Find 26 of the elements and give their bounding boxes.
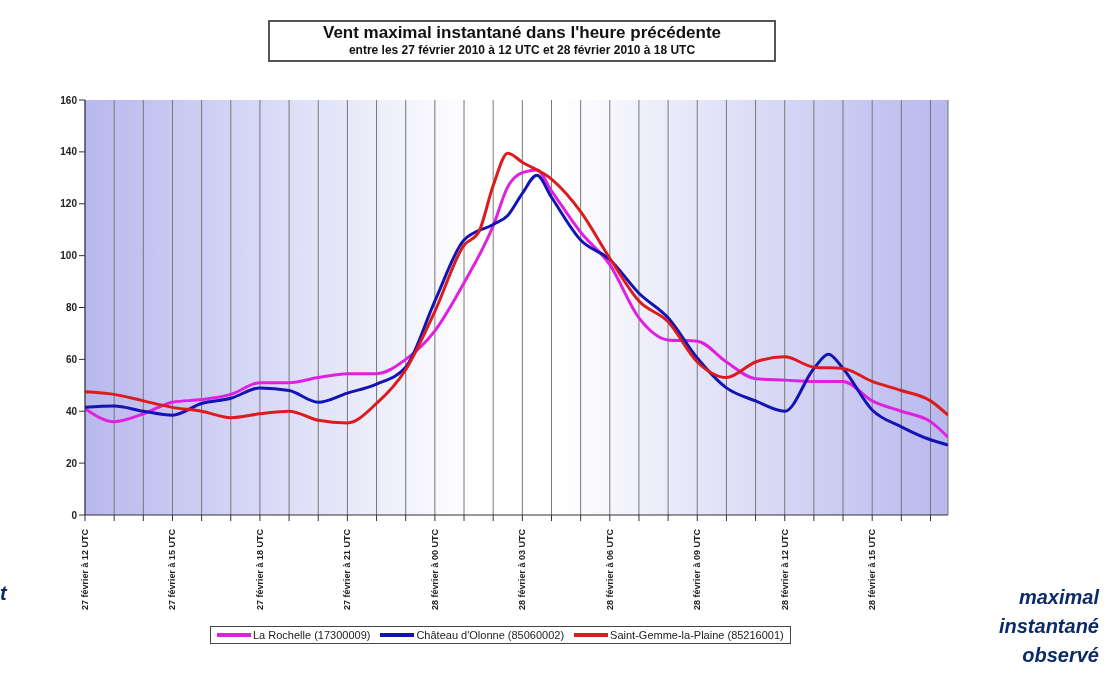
- y-tick-label: 20: [65, 457, 78, 469]
- legend-label: Château d'Olonne (85060002): [416, 629, 565, 641]
- x-tick-label: 27 février à 18 UTC: [254, 528, 265, 611]
- y-tick-label: 0: [71, 509, 78, 521]
- x-tick-label: 28 février à 09 UTC: [692, 528, 703, 611]
- x-tick-label: 28 février à 15 UTC: [867, 528, 878, 611]
- x-tick-label: 28 février à 12 UTC: [779, 528, 790, 611]
- y-tick-label: 60: [65, 353, 78, 365]
- x-tick-label: 27 février à 15 UTC: [167, 528, 178, 611]
- text: t: [0, 582, 7, 605]
- legend-label: Saint-Gemme-la-Plaine (85216001): [610, 629, 784, 641]
- legend-label: La Rochelle (17300009): [253, 629, 371, 641]
- y-tick-label: 140: [60, 146, 78, 158]
- x-tick-label: 28 février à 06 UTC: [604, 528, 615, 611]
- x-tick-label: 27 février à 12 UTC: [80, 528, 90, 611]
- x-tick-label: 27 février à 21 UTC: [342, 528, 353, 611]
- chart-title: Vent maximal instantané dans l'heure précédente: [322, 23, 722, 43]
- text: maximal instantané observé: [997, 585, 1099, 668]
- x-tick-label: 28 février à 00 UTC: [429, 528, 440, 611]
- y-tick-label: 160: [60, 94, 78, 106]
- y-tick-label: 120: [60, 198, 78, 210]
- x-tick-label: 28 février à 03 UTC: [517, 528, 528, 611]
- y-tick-label: 40: [65, 405, 78, 417]
- y-tick-label: 80: [65, 302, 78, 314]
- y-tick-label: 100: [60, 250, 78, 262]
- chart-subtitle: entre les 27 février 2010 à 12 UTC et 28 février 2010 à 18 UTC: [347, 43, 697, 57]
